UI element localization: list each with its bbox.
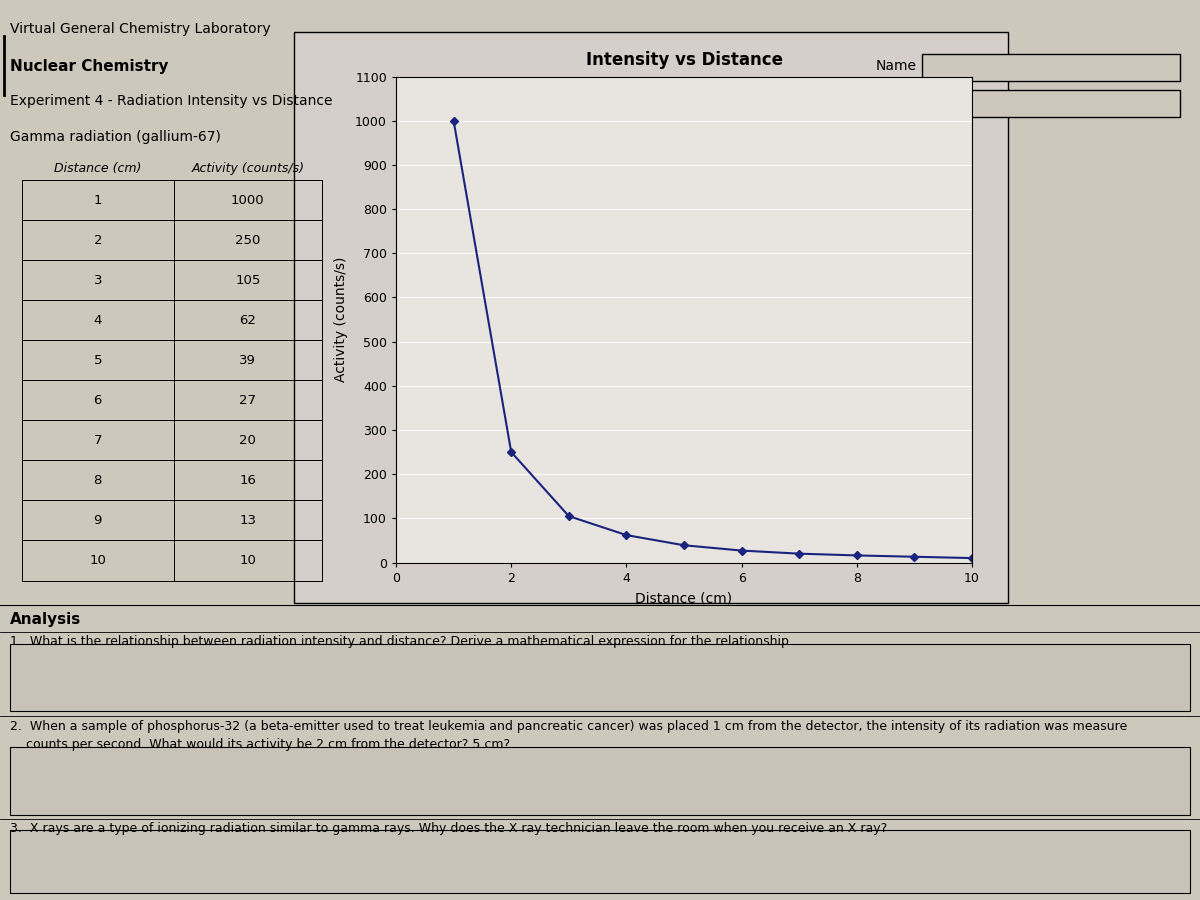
Text: 9: 9 <box>94 514 102 526</box>
Bar <box>922 54 1180 81</box>
Text: 10: 10 <box>239 554 257 567</box>
Text: 3.  X rays are a type of ionizing radiation similar to gamma rays. Why does the : 3. X rays are a type of ionizing radiati… <box>10 822 887 834</box>
Text: 10: 10 <box>89 554 107 567</box>
Text: Experiment 4 - Radiation Intensity vs Distance: Experiment 4 - Radiation Intensity vs Di… <box>10 94 332 109</box>
Title: Intensity vs Distance: Intensity vs Distance <box>586 51 782 69</box>
Text: 2: 2 <box>94 234 102 247</box>
Text: 3: 3 <box>94 274 102 286</box>
Text: Activity (counts/s): Activity (counts/s) <box>191 162 305 175</box>
Text: 5: 5 <box>94 354 102 366</box>
Bar <box>922 90 1180 117</box>
Text: 39: 39 <box>239 354 257 366</box>
Text: 2.  When a sample of phosphorus-32 (a beta-emitter used to treat leukemia and pa: 2. When a sample of phosphorus-32 (a bet… <box>10 720 1127 733</box>
Text: 6: 6 <box>94 394 102 407</box>
Bar <box>294 32 1008 603</box>
Text: 250: 250 <box>235 234 260 247</box>
Text: 1.  What is the relationship between radiation intensity and distance? Derive a : 1. What is the relationship between radi… <box>10 634 792 647</box>
Text: counts per second. What would its activity be 2 cm from the detector? 5 cm?: counts per second. What would its activi… <box>10 738 510 751</box>
Text: 105: 105 <box>235 274 260 286</box>
Text: 4: 4 <box>94 314 102 327</box>
Text: 20: 20 <box>239 434 257 446</box>
Text: Virtual General Chemistry Laboratory: Virtual General Chemistry Laboratory <box>10 22 270 37</box>
Text: Distance (cm): Distance (cm) <box>54 162 142 175</box>
Text: 1: 1 <box>94 194 102 206</box>
Bar <box>10 747 1190 814</box>
Y-axis label: Activity (counts/s): Activity (counts/s) <box>334 256 348 382</box>
Bar <box>10 830 1190 893</box>
Text: Date: Date <box>876 94 910 109</box>
Text: Gamma radiation (gallium-67): Gamma radiation (gallium-67) <box>10 130 221 145</box>
Text: 27: 27 <box>239 394 257 407</box>
Text: 8: 8 <box>94 474 102 487</box>
Bar <box>10 644 1190 711</box>
X-axis label: Distance (cm): Distance (cm) <box>636 591 732 606</box>
Text: Analysis: Analysis <box>10 612 80 627</box>
Text: Nuclear Chemistry: Nuclear Chemistry <box>10 58 168 74</box>
Text: 1000: 1000 <box>230 194 265 206</box>
Text: 7: 7 <box>94 434 102 446</box>
Text: 13: 13 <box>239 514 257 526</box>
Text: Name: Name <box>876 58 917 73</box>
Text: 62: 62 <box>239 314 257 327</box>
Text: 16: 16 <box>239 474 257 487</box>
